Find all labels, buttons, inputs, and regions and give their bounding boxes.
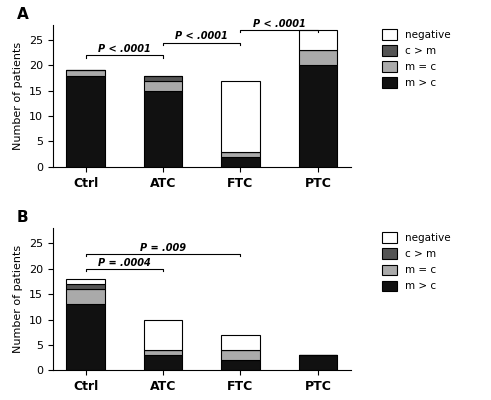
Bar [299,50,337,65]
Legend: negative, c > m, m = c, m > c: negative, c > m, m = c, m > c [378,228,455,296]
Bar [66,289,105,304]
Bar [299,355,337,370]
Bar [144,320,182,350]
Bar [221,152,260,157]
Bar [221,335,260,350]
Bar [66,284,105,289]
Text: P < .0001: P < .0001 [175,32,228,42]
Bar [299,65,337,167]
Bar [221,157,260,167]
Y-axis label: Number of patients: Number of patients [13,245,23,353]
Bar [221,80,260,152]
Text: P = .009: P = .009 [140,242,186,252]
Bar [144,355,182,370]
Text: B: B [17,210,28,225]
Y-axis label: Number of patients: Number of patients [13,42,23,150]
Text: A: A [17,7,28,22]
Bar [144,76,182,80]
Legend: negative, c > m, m = c, m > c: negative, c > m, m = c, m > c [378,25,455,92]
Text: P < .0001: P < .0001 [98,44,151,54]
Bar [299,30,337,50]
Bar [221,360,260,370]
Bar [66,76,105,167]
Bar [144,80,182,91]
Text: P = .0004: P = .0004 [98,258,151,268]
Bar [221,350,260,360]
Bar [144,91,182,167]
Bar [66,304,105,370]
Bar [144,350,182,355]
Text: P < .0001: P < .0001 [253,19,305,29]
Bar [66,70,105,76]
Bar [66,279,105,284]
